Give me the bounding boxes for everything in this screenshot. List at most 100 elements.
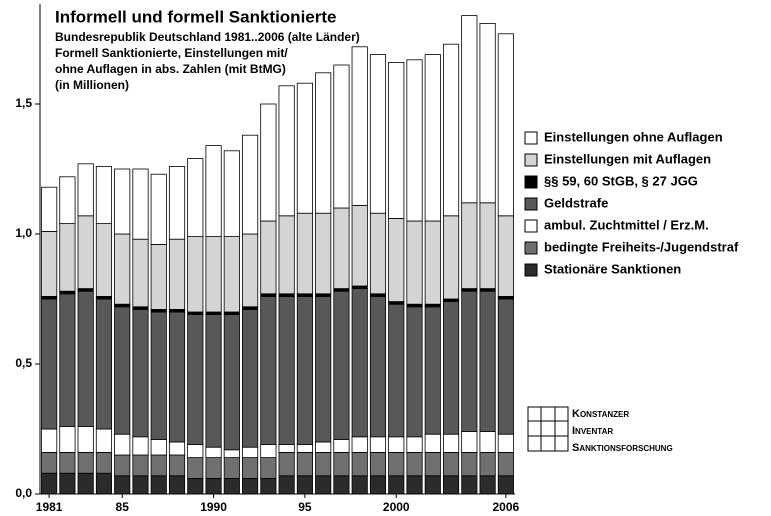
bar-segment [351, 204, 368, 287]
subtitle: ohne Auflagen in abs. Zahlen (mit BtMG) [55, 62, 286, 76]
bar-segment [187, 314, 204, 446]
bar-segment [461, 290, 478, 433]
legend-swatch [524, 219, 538, 233]
bar-segment [132, 238, 149, 308]
bar-segment [424, 54, 441, 222]
legend-label: Einstellungen mit Auflagen [544, 151, 711, 166]
bar-segment [59, 472, 76, 495]
bar-segment [388, 303, 405, 438]
bar-segment [59, 293, 76, 427]
bar-segment [168, 165, 186, 240]
bar-segment [132, 475, 149, 495]
bar-segment [187, 158, 204, 238]
bar-segment [223, 150, 240, 238]
bar-segment [59, 451, 76, 474]
bar-segment [333, 475, 350, 495]
bar-segment [296, 451, 313, 477]
bar-segment [205, 446, 222, 459]
legend-label: Einstellungen ohne Auflagen [544, 129, 723, 144]
legend-swatch [524, 153, 538, 167]
bar-segment [77, 472, 94, 495]
bar-segment [315, 212, 332, 295]
bar-segment [59, 176, 76, 225]
bar-segment [424, 306, 441, 435]
bar-segment [296, 295, 313, 445]
bar-segment [479, 202, 496, 290]
bar-segment [406, 220, 423, 305]
bar-segment [77, 290, 94, 427]
bar-segment [278, 295, 295, 445]
bar-segment [333, 64, 350, 209]
bar-segment [223, 314, 240, 451]
bar-segment [205, 314, 222, 448]
bar-segment [168, 441, 186, 456]
bar-segment [77, 425, 94, 453]
bar-segment [242, 308, 259, 448]
bar-segment [223, 236, 240, 313]
bar-segment [187, 236, 204, 313]
bar-segment [315, 72, 332, 214]
bar-segment [95, 428, 113, 453]
bar-segment [41, 186, 58, 232]
legend-swatch [524, 131, 538, 145]
bar-segment [369, 451, 387, 477]
bar-segment [424, 220, 441, 305]
bar-segment [296, 444, 313, 453]
logo-text: Konstanzer [572, 408, 629, 420]
bar-segment [369, 436, 387, 453]
bar-segment [296, 212, 313, 295]
bar-segment [260, 457, 277, 479]
subtitle: Bundesrepublik Deutschland 1981..2006 (a… [55, 30, 360, 44]
bar-segment [114, 475, 131, 495]
y-tick-label: 1,5 [15, 96, 32, 110]
bar-segment [260, 295, 277, 445]
bar-segment [315, 295, 332, 443]
bar-segment [242, 477, 259, 495]
bar-segment [351, 288, 368, 438]
bar-segment [479, 22, 496, 204]
bar-segment [260, 103, 277, 222]
bar-segment [242, 457, 259, 479]
bar-segment [59, 223, 76, 292]
logo-grid [528, 407, 568, 451]
bar-segment [132, 308, 149, 438]
y-tick-label: 1,0 [15, 226, 32, 240]
bar-segment [59, 425, 76, 453]
bar-segment [41, 451, 58, 474]
bar-segment [461, 475, 478, 495]
bar-segment [223, 449, 240, 458]
legend-swatch [524, 241, 538, 255]
bar-segment [442, 475, 460, 495]
bar-segment [461, 15, 478, 204]
bar-segment [114, 233, 131, 305]
logo-box [527, 406, 569, 452]
bar-segment [406, 475, 423, 495]
bar-segment [132, 168, 149, 240]
bar-segment [442, 301, 460, 435]
bar-segment [41, 472, 58, 495]
bar-segment [351, 46, 368, 206]
bar-segment [388, 475, 405, 495]
bar-segment [388, 217, 405, 302]
bar-segment [497, 433, 514, 453]
bar-segment [114, 433, 131, 456]
bar-segment [150, 454, 167, 477]
legend-label: ambul. Zuchtmittel / Erz.M. [544, 217, 709, 232]
bar-segment [95, 223, 113, 297]
bar-segment [333, 290, 350, 440]
bar-segment [278, 444, 295, 453]
logo-text: Sanktionsforschung [572, 442, 673, 454]
bar-segment [461, 451, 478, 477]
bar-segment [424, 451, 441, 477]
bar-segment [497, 33, 514, 217]
bar-segment [315, 451, 332, 477]
legend-swatch [524, 175, 538, 189]
subtitle: Formell Sanktionierte, Einstellungen mit… [55, 46, 288, 60]
bar-segment [205, 477, 222, 495]
bar-segment [242, 233, 259, 308]
bar-segment [388, 436, 405, 453]
bar-segment [132, 436, 149, 456]
bar-segment [497, 451, 514, 477]
bar-segment [278, 85, 295, 217]
